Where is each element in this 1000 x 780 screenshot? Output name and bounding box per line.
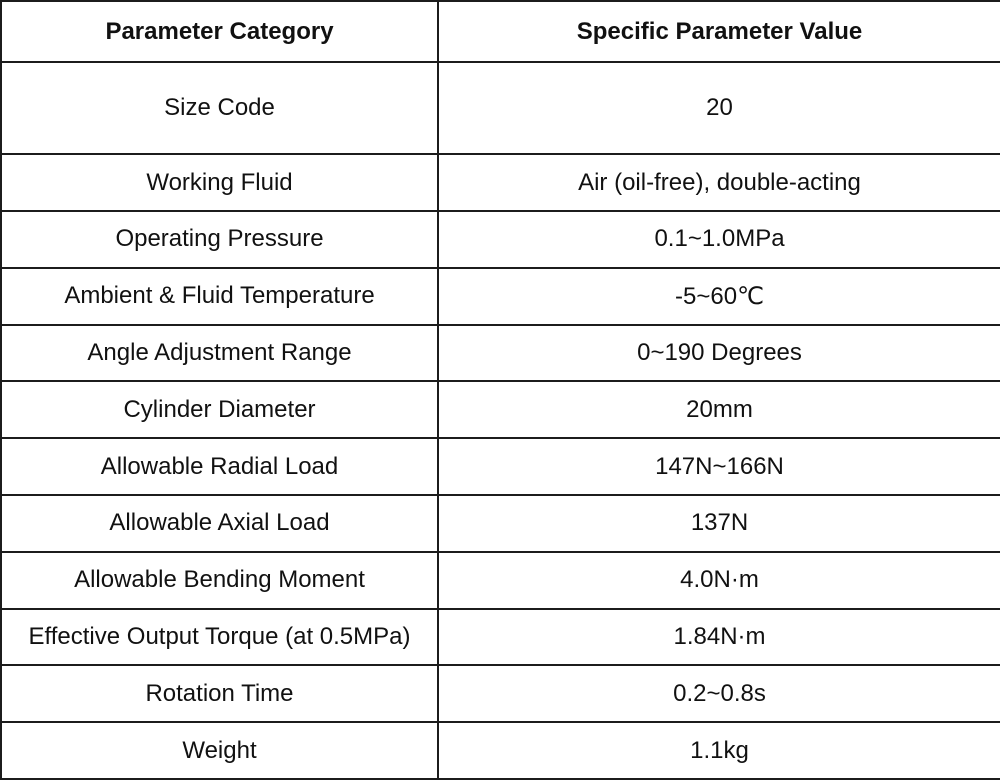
parameter-value-cell: 0~190 Degrees: [437, 323, 1000, 383]
table-row: Size Code 20: [0, 60, 1000, 156]
table-header-row: Parameter Category Specific Parameter Va…: [0, 0, 1000, 63]
column-header-parameter-category: Parameter Category: [0, 0, 439, 63]
parameter-value-cell: 1.84N·m: [437, 607, 1000, 667]
table-row: Operating Pressure 0.1~1.0MPa: [0, 210, 1000, 269]
table-row: Working Fluid Air (oil-free), double-acti…: [0, 153, 1000, 213]
parameter-category-cell: Size Code: [0, 60, 439, 156]
parameter-value-cell: 20: [437, 60, 1000, 156]
parameter-category-cell: Effective Output Torque (at 0.5MPa): [0, 607, 439, 667]
parameter-category-cell: Cylinder Diameter: [0, 380, 439, 440]
parameter-category-cell: Rotation Time: [0, 664, 439, 724]
parameter-category-cell: Allowable Radial Load: [0, 437, 439, 496]
parameter-value-cell: 137N: [437, 493, 1000, 553]
parameter-value-cell: 147N~166N: [437, 437, 1000, 496]
column-header-specific-parameter-value: Specific Parameter Value: [437, 0, 1000, 63]
table-row: Allowable Axial Load 137N: [0, 493, 1000, 553]
table-row: Effective Output Torque (at 0.5MPa) 1.84N…: [0, 607, 1000, 667]
table-row: Weight 1.1kg: [0, 721, 1000, 780]
parameter-category-cell: Allowable Bending Moment: [0, 550, 439, 610]
table-row: Ambient & Fluid Temperature -5~60℃: [0, 266, 1000, 326]
parameter-value-cell: 4.0N·m: [437, 550, 1000, 610]
parameter-value-cell: -5~60℃: [437, 266, 1000, 326]
table-row: Allowable Radial Load 147N~166N: [0, 437, 1000, 496]
parameter-value-cell: 0.1~1.0MPa: [437, 210, 1000, 269]
table-row: Angle Adjustment Range 0~190 Degrees: [0, 323, 1000, 383]
parameter-category-cell: Operating Pressure: [0, 210, 439, 269]
parameter-value-cell: 0.2~0.8s: [437, 664, 1000, 724]
parameter-category-cell: Working Fluid: [0, 153, 439, 213]
parameter-category-cell: Angle Adjustment Range: [0, 323, 439, 383]
parameter-category-cell: Weight: [0, 721, 439, 780]
table-row: Allowable Bending Moment 4.0N·m: [0, 550, 1000, 610]
parameter-category-cell: Ambient & Fluid Temperature: [0, 266, 439, 326]
table-row: Cylinder Diameter 20mm: [0, 380, 1000, 440]
parameter-category-cell: Allowable Axial Load: [0, 493, 439, 553]
parameter-value-cell: 20mm: [437, 380, 1000, 440]
parameter-value-cell: Air (oil-free), double-acting: [437, 153, 1000, 213]
parameter-value-cell: 1.1kg: [437, 721, 1000, 780]
table-row: Rotation Time 0.2~0.8s: [0, 664, 1000, 724]
